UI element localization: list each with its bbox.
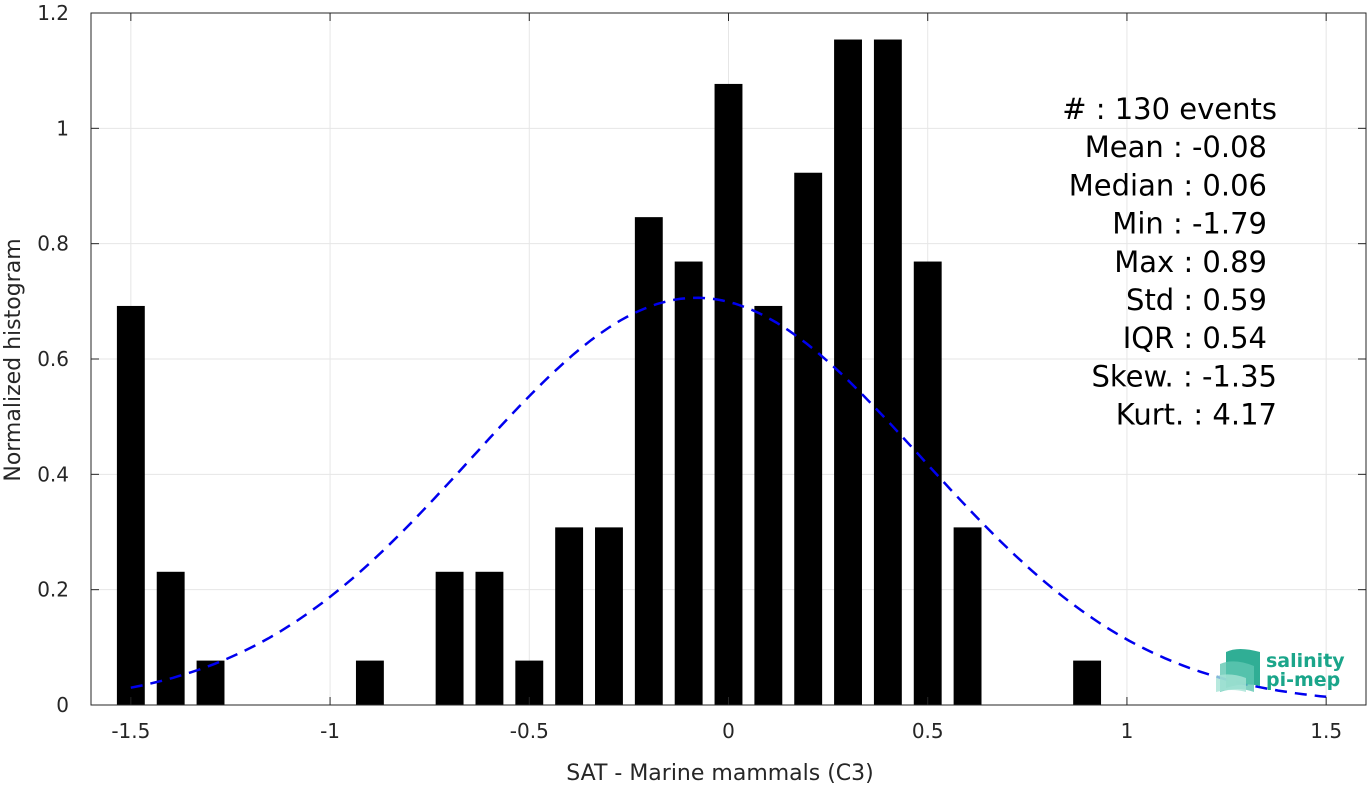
- histogram-bar: [196, 660, 225, 705]
- histogram-bar: [913, 261, 942, 705]
- x-tick-label: 1.5: [1310, 719, 1342, 743]
- histogram-bar: [634, 217, 663, 705]
- stat-line: Skew. : -1.35: [1091, 359, 1277, 393]
- x-tick-labels: -1.5 -1 -0.5 0 0.5 1 1.5: [111, 719, 1342, 743]
- y-tick-labels: 0 0.2 0.4 0.6 0.8 1 1.2: [37, 1, 69, 717]
- stat-line: Mean : -0.08: [1085, 130, 1267, 164]
- y-tick-label: 0.2: [37, 578, 69, 602]
- fit-curve-line: [130, 296, 1327, 699]
- histogram-bar: [555, 527, 584, 705]
- y-tick-label: 1: [56, 116, 69, 140]
- x-tick-label: 0: [722, 719, 735, 743]
- y-tick-label: 0.6: [37, 347, 69, 371]
- histogram-bar: [1073, 660, 1102, 705]
- stat-line: # : 130 events: [1062, 92, 1277, 126]
- stat-line: IQR : 0.54: [1123, 321, 1267, 355]
- y-tick-label: 0.4: [37, 462, 69, 486]
- histogram-bar: [595, 527, 623, 705]
- stat-line: Kurt. : 4.17: [1116, 398, 1277, 432]
- stat-line: Median : 0.06: [1069, 168, 1267, 202]
- x-tick-label: -1: [320, 719, 340, 743]
- stat-line: Min : -1.79: [1112, 207, 1267, 241]
- histogram-bar: [116, 305, 145, 705]
- histogram-bars: [116, 39, 1102, 706]
- histogram-bar: [714, 83, 743, 706]
- histogram-bar: [794, 172, 823, 705]
- x-tick-label: -1.5: [111, 719, 150, 743]
- histogram-bar: [873, 39, 902, 705]
- logo-text-salinity: salinity: [1266, 650, 1345, 672]
- y-axis-label: Normalized histogram: [1, 238, 26, 481]
- y-tick-label: 0: [56, 693, 69, 717]
- logo-text-pi-mep: pi-mep: [1266, 669, 1340, 691]
- logo-mark-icon: [1216, 649, 1260, 692]
- histogram-bar: [953, 527, 982, 705]
- stat-line: Std : 0.59: [1126, 283, 1267, 317]
- salinity-pi-mep-logo: salinity pi-mep: [1216, 649, 1345, 692]
- axis-ticks: [91, 12, 1366, 706]
- histogram-bar: [674, 261, 703, 705]
- y-tick-label: 1.2: [37, 1, 69, 25]
- histogram-bar: [435, 571, 464, 705]
- stat-line: Max : 0.89: [1114, 245, 1267, 279]
- x-tick-label: -0.5: [510, 719, 549, 743]
- x-axis-label: SAT - Marine mammals (C3): [566, 761, 874, 785]
- x-tick-label: 0.5: [912, 719, 944, 743]
- y-tick-label: 0.8: [37, 232, 69, 256]
- histogram-bar: [355, 660, 384, 705]
- normal-fit-curve: [130, 296, 1327, 699]
- x-tick-label: 1: [1121, 719, 1134, 743]
- histogram-bar: [475, 571, 504, 705]
- stats-panel: # : 130 events Mean : -0.08 Median : 0.06 M…: [1062, 92, 1277, 432]
- histogram-bar: [156, 571, 185, 705]
- histogram-bar: [754, 305, 783, 705]
